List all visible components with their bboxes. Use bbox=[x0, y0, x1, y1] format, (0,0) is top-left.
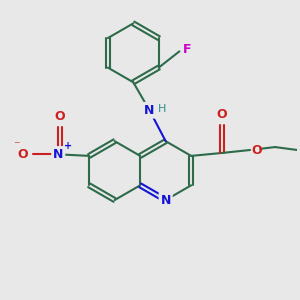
Text: N: N bbox=[144, 104, 155, 117]
Text: H: H bbox=[158, 104, 166, 114]
Text: O: O bbox=[18, 148, 28, 161]
Text: O: O bbox=[54, 110, 65, 123]
Text: N: N bbox=[160, 194, 171, 207]
Text: ⁻: ⁻ bbox=[13, 140, 20, 153]
Text: N: N bbox=[53, 148, 63, 161]
Text: O: O bbox=[251, 143, 262, 157]
Text: +: + bbox=[64, 141, 72, 151]
Text: F: F bbox=[183, 44, 191, 56]
Text: O: O bbox=[217, 108, 227, 121]
